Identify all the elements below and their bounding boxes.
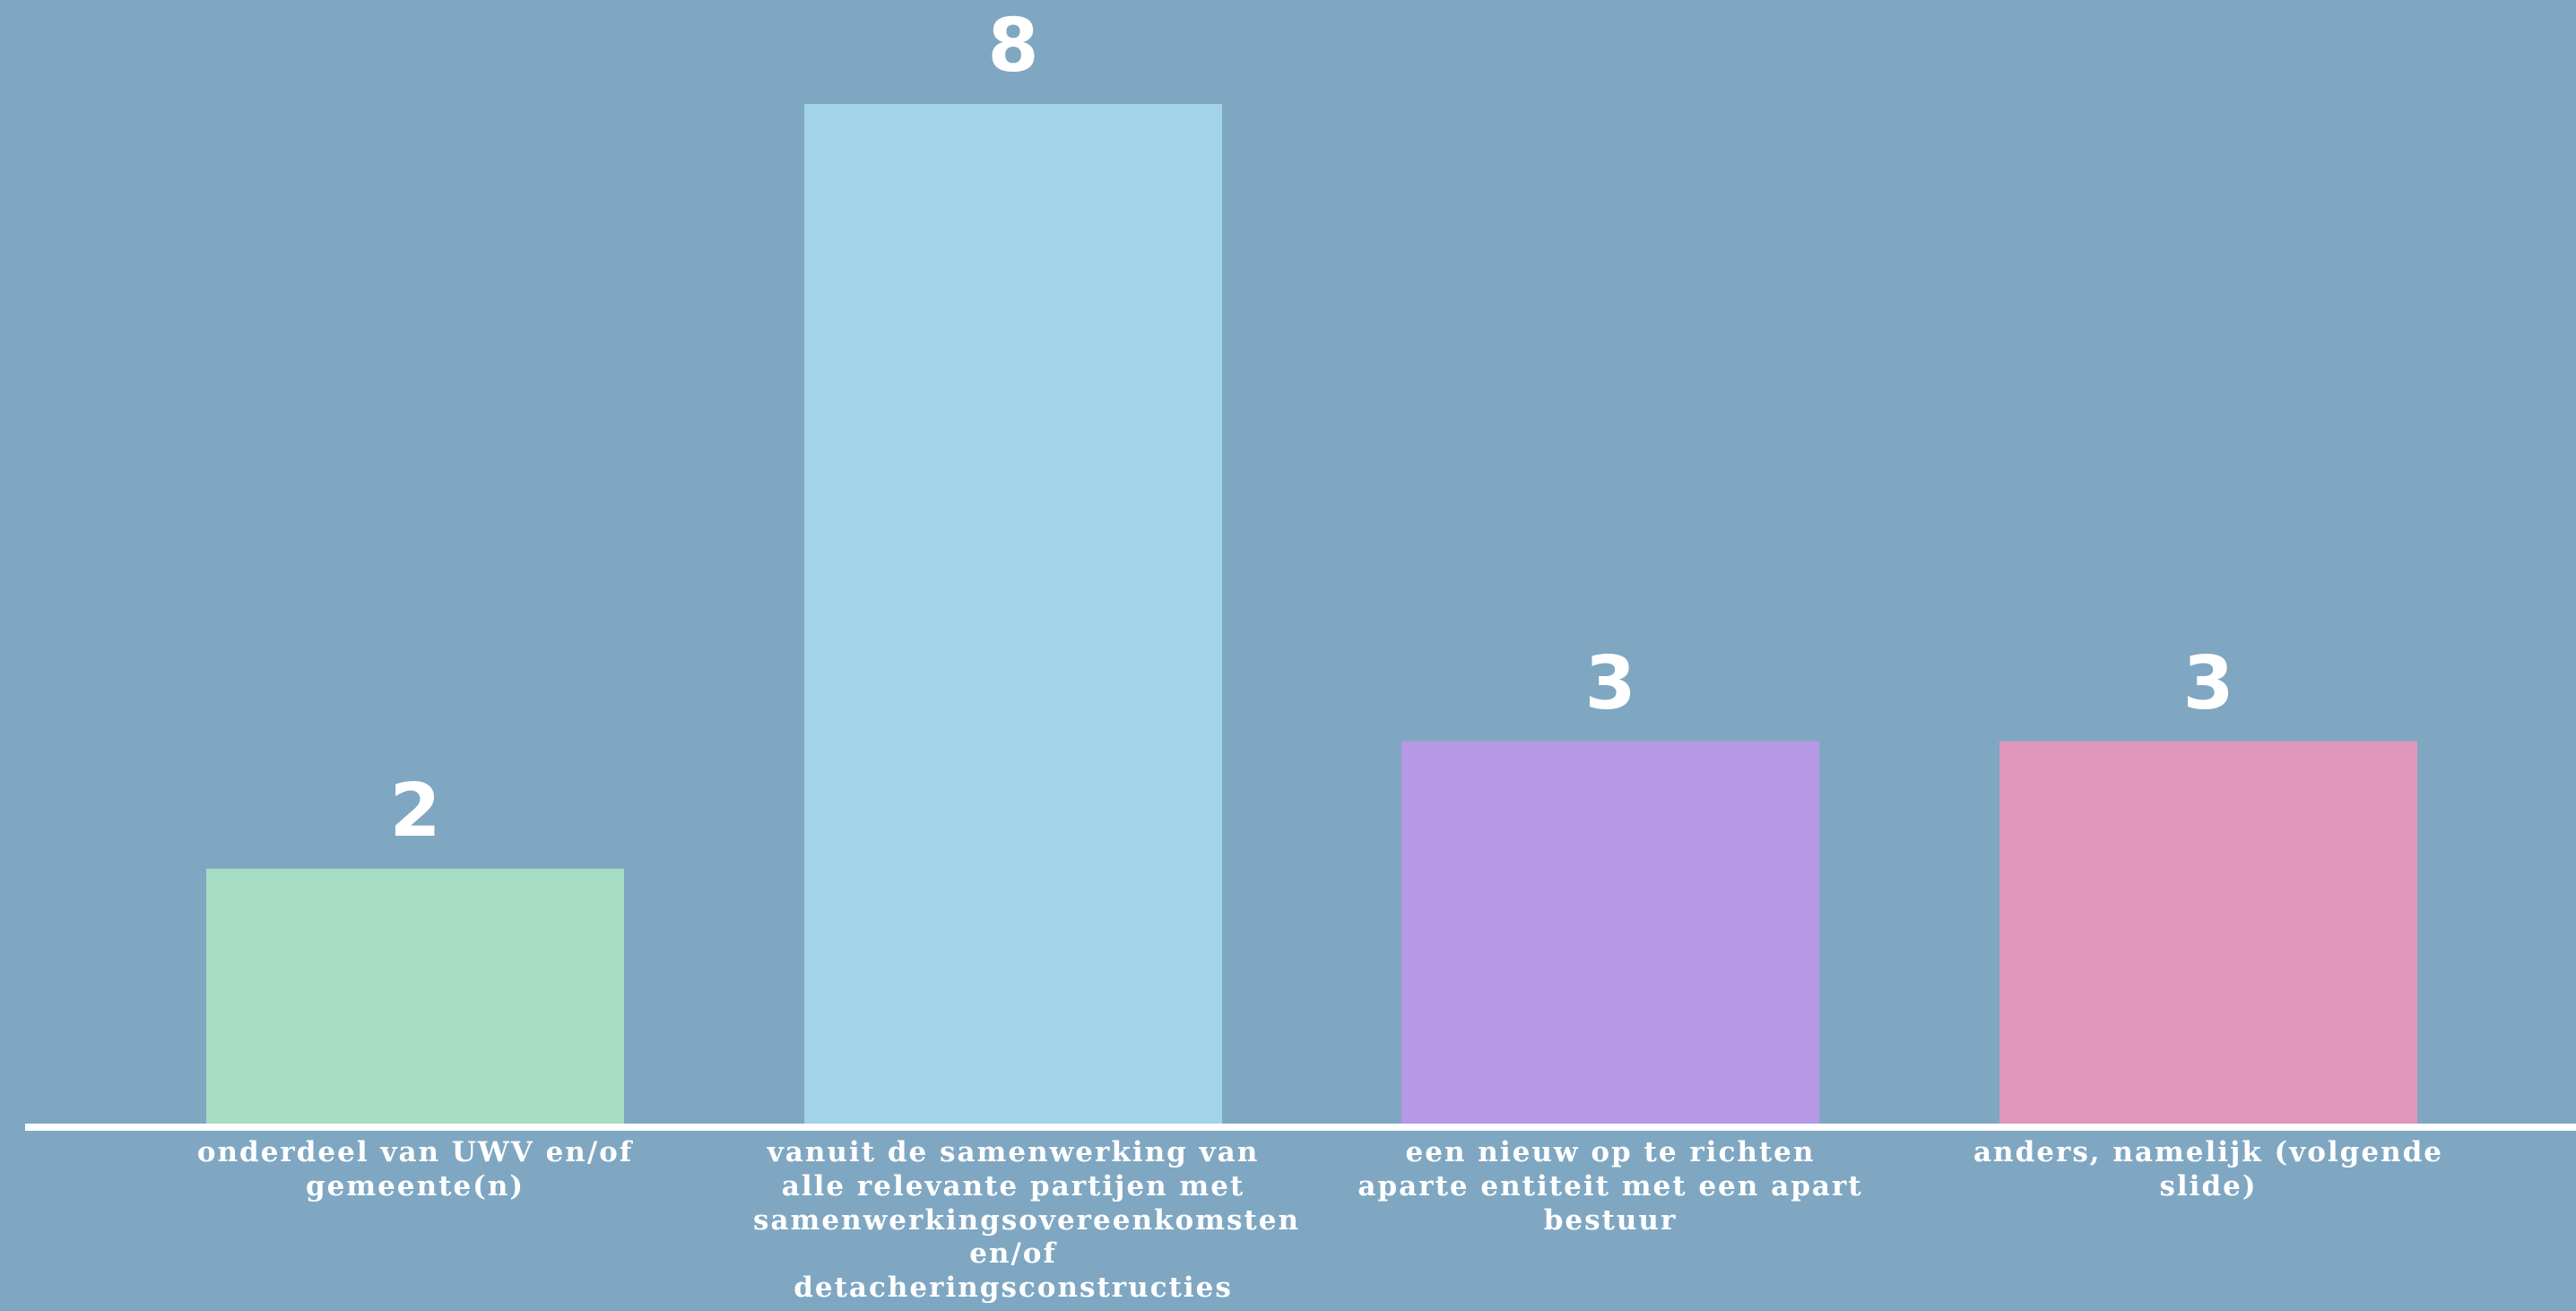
x-axis-line [25,1124,2576,1131]
bar-1 [206,868,624,1124]
bar-value-label-4: 3 [2182,640,2234,726]
bar-4 [1999,741,2417,1124]
bar-value-label-1: 2 [389,768,441,854]
category-label-1: onderdeel van UWV en/of gemeente(n) [196,1136,634,1202]
category-label-3: een nieuw op te richten aparte entiteit … [1357,1136,1863,1237]
bar-3 [1401,741,1819,1124]
category-label-2: vanuit de samenwerking van alle relevant… [753,1136,1300,1305]
bar-value-label-3: 3 [1584,640,1636,726]
bar-2 [804,104,1222,1124]
bar-value-label-2: 8 [987,4,1039,89]
category-label-4: anders, namelijk (volgende slide) [1973,1136,2444,1202]
